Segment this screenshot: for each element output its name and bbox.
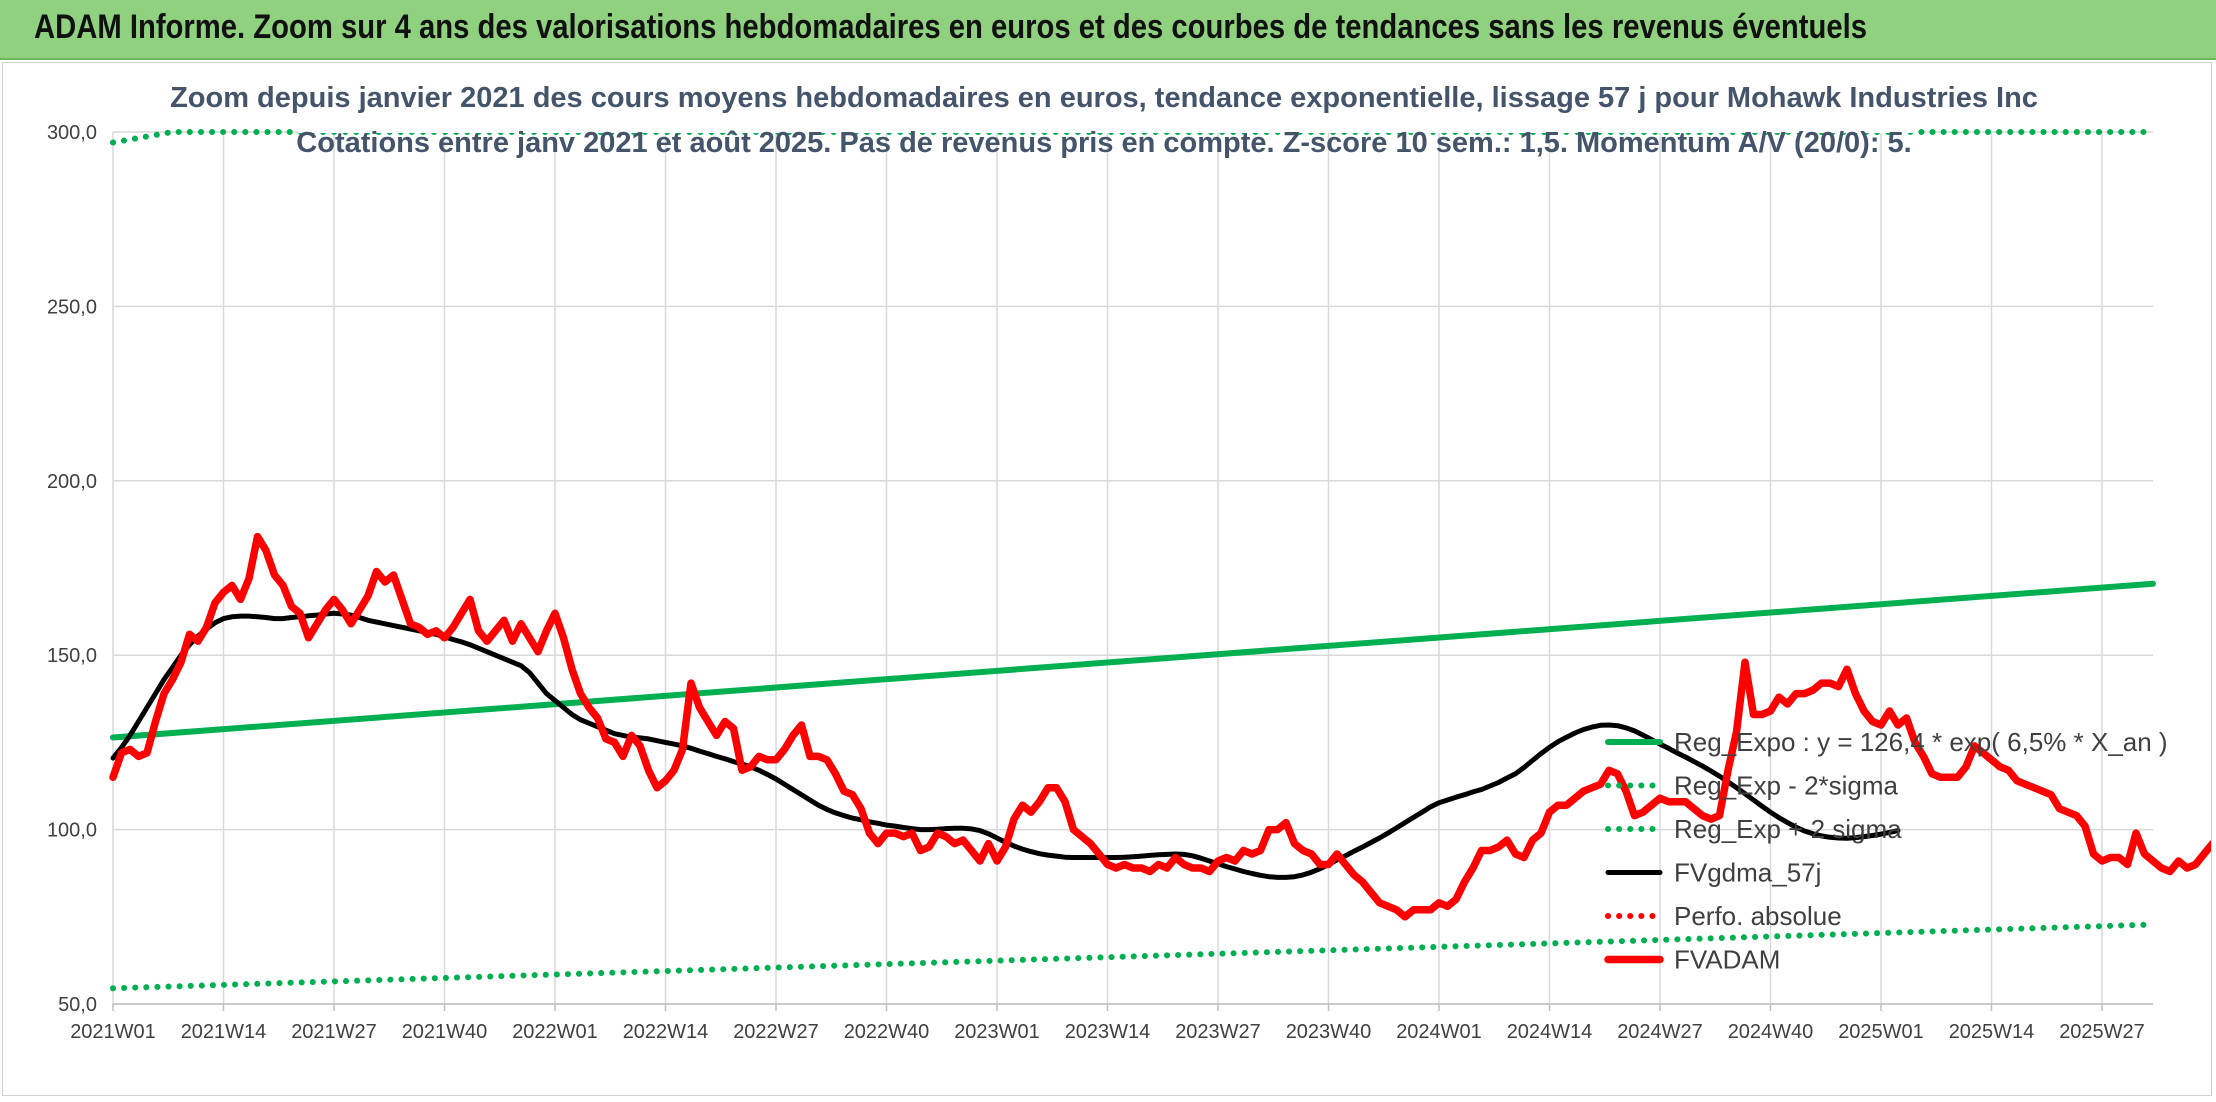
y-tick-label: 200,0 (47, 471, 97, 493)
x-tick-label: 2023W01 (954, 1021, 1040, 1043)
report-title: ADAM Informe. Zoom sur 4 ans des valoris… (34, 8, 1867, 46)
x-tick-label: 2022W27 (733, 1021, 819, 1043)
x-tick-label: 2022W01 (512, 1021, 598, 1043)
chart-title-line-2: Cotations entre janv 2021 et août 2025. … (296, 127, 1911, 159)
x-tick-label: 2024W27 (1617, 1021, 1703, 1043)
x-tick-label: 2021W27 (291, 1021, 377, 1043)
x-tick-label: 2024W14 (1507, 1021, 1593, 1043)
y-tick-label: 250,0 (47, 296, 97, 318)
x-tick-label: 2025W27 (2059, 1021, 2145, 1043)
x-tick-label: 2023W27 (1175, 1021, 1261, 1043)
chart-frame: Zoom depuis janvier 2021 des cours moyen… (2, 62, 2212, 1096)
y-tick-label: 150,0 (47, 645, 97, 667)
legend-label-reg-expo-y-126-4-exp-6-5-x-an: Reg_Expo : y = 126,4 * exp( 6,5% * X_an … (1674, 727, 2168, 757)
series-line-fvadam (109, 532, 2211, 921)
series-line-reg-exp-2-sigma (110, 921, 2156, 992)
report-banner: ADAM Informe. Zoom sur 4 ans des valoris… (0, 0, 2216, 60)
y-tick-label: 300,0 (47, 122, 97, 144)
legend-label-fvgdma-57j: FVgdma_57j (1674, 858, 1821, 888)
x-tick-label: 2022W40 (844, 1021, 930, 1043)
legend-label-reg-exp-2-sigma: Reg_Exp + 2 sigma (1674, 814, 1902, 844)
series-line-reg-exp-2-sigma (110, 129, 2156, 146)
chart-title-line-1: Zoom depuis janvier 2021 des cours moyen… (170, 82, 2038, 114)
y-tick-label: 50,0 (58, 994, 97, 1016)
x-tick-label: 2021W14 (181, 1021, 267, 1043)
x-tick-label: 2024W40 (1728, 1021, 1814, 1043)
line-chart: Zoom depuis janvier 2021 des cours moyen… (47, 63, 2211, 1043)
x-tick-label: 2022W14 (623, 1021, 709, 1043)
x-tick-label: 2024W01 (1396, 1021, 1482, 1043)
legend-label-fvadam: FVADAM (1674, 945, 1780, 975)
x-tick-label: 2025W14 (1949, 1021, 2035, 1043)
legend-label-perfo-absolue: Perfo. absolue (1674, 901, 1842, 931)
legend-label-reg-exp-2-sigma: Reg_Exp - 2*sigma (1674, 771, 1899, 801)
series-line-reg-expo-y-126-4-exp-6-5-x-an (110, 580, 2156, 741)
x-tick-label: 2023W14 (1065, 1021, 1151, 1043)
x-tick-label: 2021W40 (402, 1021, 488, 1043)
x-tick-label: 2025W01 (1838, 1021, 1924, 1043)
x-tick-label: 2021W01 (70, 1021, 156, 1043)
x-tick-label: 2023W40 (1286, 1021, 1372, 1043)
y-tick-label: 100,0 (47, 820, 97, 842)
